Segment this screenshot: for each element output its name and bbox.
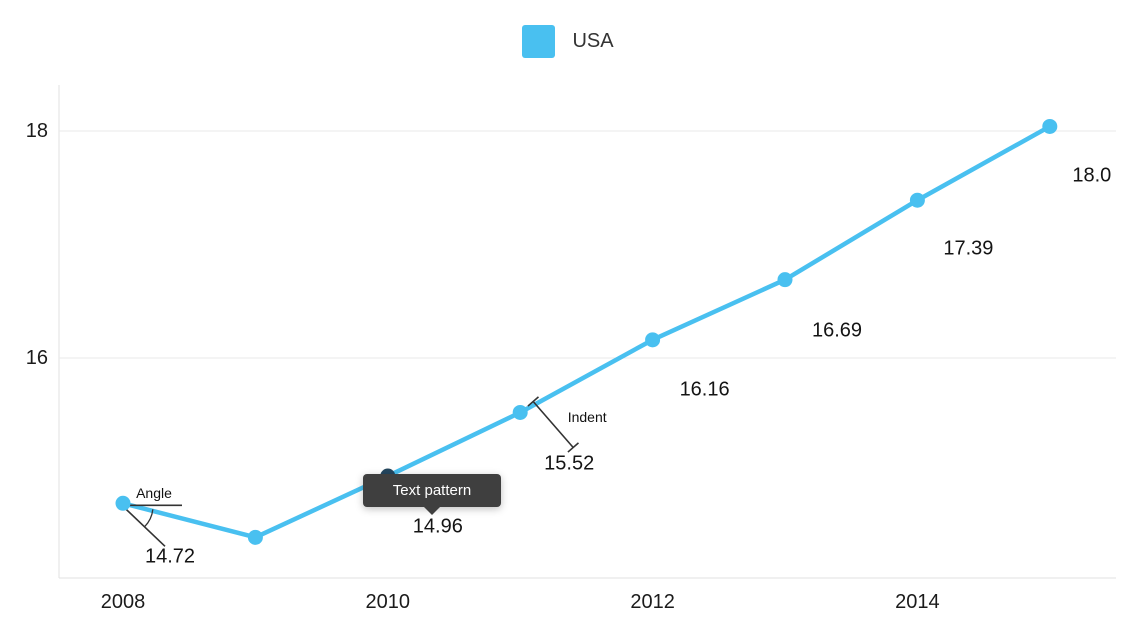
data-label-2015: 18.0	[1072, 164, 1112, 187]
tooltip-text: Text pattern	[392, 482, 472, 500]
data-point-2009[interactable]	[247, 529, 263, 545]
x-axis-label-2014: 2014	[895, 591, 940, 613]
indent-end-tick-0	[527, 396, 540, 407]
data-label-2012: 16.16	[679, 378, 730, 401]
legend-label: USA	[572, 30, 614, 52]
data-point-2013[interactable]	[777, 272, 793, 288]
x-axis-label-2010: 2010	[365, 591, 411, 613]
y-axis-label-16: 16	[25, 347, 48, 369]
indent-label-line	[532, 400, 574, 449]
tooltip-caret-icon	[423, 507, 440, 516]
annotation-angle-label: Angle	[136, 485, 172, 502]
indent-end-tick-1	[567, 442, 580, 453]
y-axis-label-18: 18	[25, 120, 48, 142]
data-label-2008: 14.72	[144, 545, 196, 568]
angle-arc	[144, 509, 154, 528]
angle-label-line	[123, 506, 166, 547]
data-point-2008[interactable]	[115, 495, 131, 511]
legend-item-usa[interactable]: USA	[0, 25, 1136, 58]
data-label-2010: 14.96	[412, 515, 463, 538]
data-point-2012[interactable]	[645, 332, 661, 348]
data-label-2014: 17.39	[943, 237, 994, 260]
legend-swatch-icon	[522, 25, 556, 58]
data-label-2011: 15.52	[544, 452, 595, 475]
x-axis-label-2008: 2008	[100, 591, 146, 613]
data-point-2014[interactable]	[909, 192, 925, 208]
data-point-2011[interactable]	[512, 404, 528, 420]
tooltip: Text pattern	[362, 474, 502, 516]
line-series-usa	[120, 124, 1053, 540]
annotation-indent-label: Indent	[567, 409, 607, 426]
data-point-2015[interactable]	[1042, 118, 1058, 134]
x-axis-label-2012: 2012	[630, 591, 675, 613]
data-label-2013: 16.69	[811, 319, 863, 342]
